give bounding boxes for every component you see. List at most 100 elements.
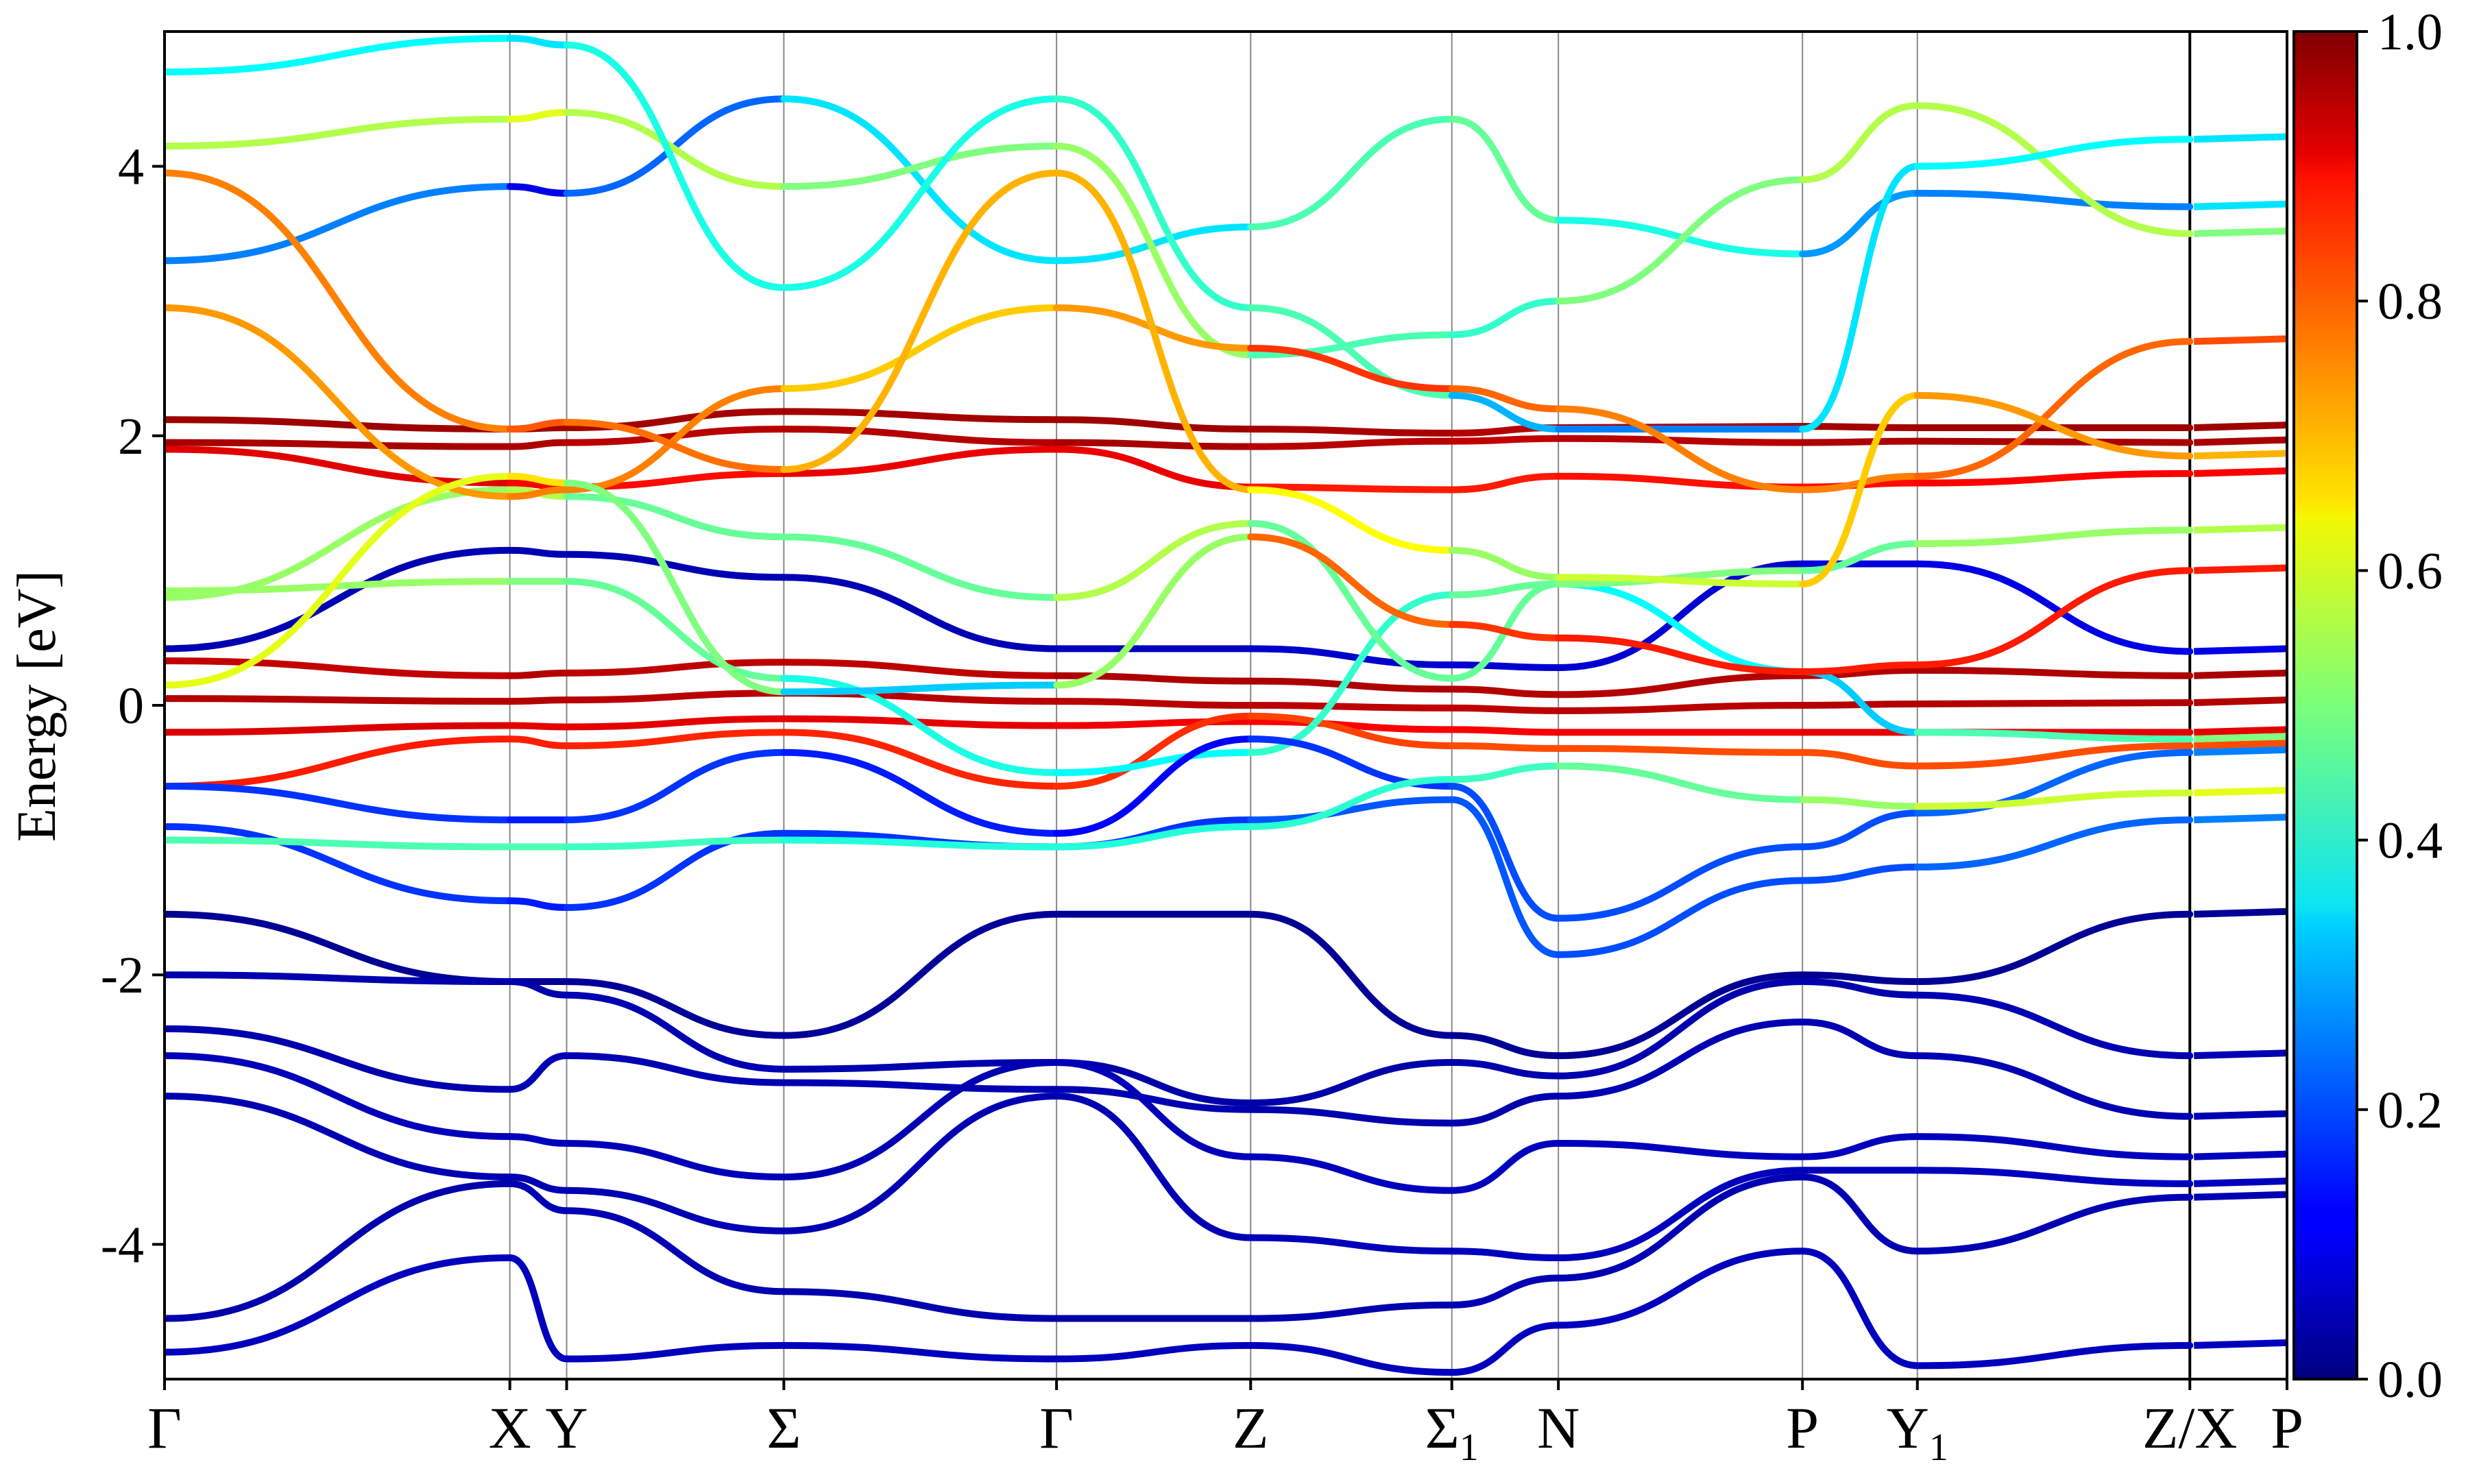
band-6-tail [2194,740,2287,749]
band-25-segment-1 [506,419,570,433]
band-8-segment-2 [563,578,788,682]
band-6-segment-3 [780,729,1061,790]
y-tick-label-2: 0 [118,677,144,735]
x-symmetry-label-2: Y [546,1395,588,1461]
colorbar-gradient [2292,30,2358,1380]
band-6 [165,712,2287,790]
band-14-segment-8 [1799,1019,1921,1060]
band-3-segment-2 [563,659,788,677]
band-13-segment-0 [165,971,513,986]
band-1-segment-6 [1448,435,1562,445]
colorbar [2292,30,2358,1380]
band-1-segment-7 [1555,435,1806,446]
band-15-segment-8 [1799,1133,1921,1160]
band-15-segment-5 [1247,1153,1455,1194]
band-5-segment-2 [563,715,788,731]
colorbar-ticks: 0.0 0.2 0.4 0.6 0.8 1.0 [2357,3,2443,1409]
band-14-segment-5 [1247,1106,1455,1127]
band-16-tail [2194,1178,2287,1187]
band-24-segment-8 [1799,661,1921,675]
band-11-segment-7 [1555,762,1806,803]
band-14-segment-2 [563,1052,788,1086]
band-19-segment-9 [1913,189,2194,210]
band-0-tail [2194,422,2287,432]
band-23-segment-3 [780,304,1061,392]
band-21-segment-9 [1913,136,2194,170]
band-18-segment-0 [165,1254,513,1356]
band-13-segment-7 [1555,978,1806,1080]
band-8-tail [2194,733,2287,743]
band-20-segment-9 [1913,102,2194,237]
band-11 [165,762,2287,851]
band-1-segment-5 [1247,437,1455,450]
band-6-segment-9 [1913,742,2194,770]
band-9-segment-4 [1053,735,1255,837]
band-21-segment-1 [506,34,570,49]
band-19-segment-1 [506,183,570,197]
band-23 [165,304,2287,500]
band-9-segment-7 [1555,843,1806,922]
x-symmetry-label-11: P [2271,1395,2303,1461]
band-19-segment-3 [780,95,1061,265]
band-3-segment-5 [1247,677,1455,693]
band-25-segment-7 [1555,574,1806,588]
y-tick-label-4: 4 [118,138,144,196]
band-7-segment-5 [1247,645,1455,669]
band-1-segment-1 [506,439,570,450]
y-tick-label-0: -4 [101,1216,144,1274]
band-11-segment-6 [1448,762,1562,783]
band-10-segment-9 [1913,816,2194,871]
band-25-segment-4 [1053,169,1255,494]
band-21-segment-4 [1053,95,1255,312]
band-13-segment-9 [1913,991,2194,1060]
band-8-segment-9 [1913,729,2194,743]
band-8-segment-3 [780,674,1061,777]
band-24-tail [2194,564,2287,574]
band-10-segment-5 [1247,796,1455,824]
x-symmetry-label-0: Γ [147,1395,182,1461]
band-21-segment-5 [1247,304,1455,399]
band-22-segment-0 [165,486,513,601]
band-15-segment-9 [1913,1133,2194,1160]
band-25-tail [2194,450,2287,460]
band-6-segment-4 [1053,712,1255,790]
band-22-tail [2194,524,2287,534]
band-15-tail [2194,1150,2287,1160]
band-24 [165,472,2287,696]
x-symmetry-label-7: N [1537,1395,1580,1461]
band-22-segment-2 [563,493,788,541]
band-20-segment-3 [780,143,1061,191]
band-11-tail [2194,786,2287,796]
band-11-segment-8 [1799,796,1921,810]
band-10-segment-8 [1799,863,1921,884]
band-2-tail [2194,467,2287,477]
band-24-segment-7 [1555,634,1806,675]
band-25-segment-0 [165,169,513,433]
band-16-segment-7 [1555,1167,1806,1262]
x-symmetry-label-8: P [1786,1395,1819,1461]
band-9-segment-3 [780,749,1061,837]
band-25-segment-2 [563,419,788,473]
band-12-segment-3 [780,910,1061,1039]
band-4-segment-0 [165,695,513,705]
band-21-segment-8 [1799,162,1921,433]
band-18-segment-5 [1247,1341,1455,1376]
band-18-segment-8 [1799,1248,1921,1370]
band-6-segment-7 [1555,744,1806,756]
band-3 [165,657,2287,698]
band-0-segment-5 [1247,425,1455,437]
band-21-tail [2194,133,2287,143]
band-16-segment-9 [1913,1167,2194,1187]
band-12-segment-8 [1799,971,1921,986]
band-3-segment-9 [1913,666,2194,679]
x-symmetry-label-4: Γ [1039,1395,1074,1461]
x-symmetry-label-1: X [489,1395,531,1461]
band-10-segment-6 [1448,796,1562,958]
band-7-segment-3 [780,574,1061,653]
band-13 [165,971,2287,1106]
band-22-segment-4 [1053,520,1255,601]
band-25-segment-3 [780,169,1061,473]
band-17-segment-8 [1799,1173,1921,1255]
band-4-segment-4 [1053,698,1255,709]
